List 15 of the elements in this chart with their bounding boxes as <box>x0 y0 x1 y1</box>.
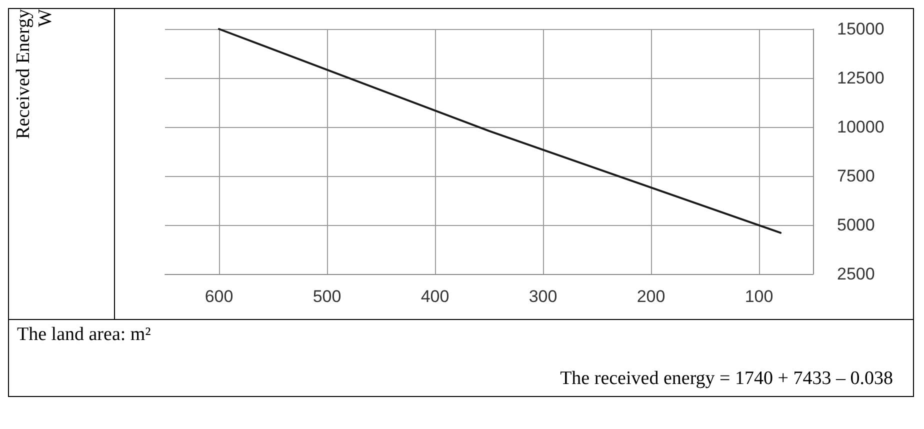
x-tick-label: 300 <box>528 287 558 306</box>
x-tick-label: 600 <box>204 287 234 306</box>
y-tick-label: 7500 <box>837 166 875 186</box>
y-tick-label: 15000 <box>837 20 884 38</box>
y-tick-label: 12500 <box>837 68 884 88</box>
x-tick-label: 500 <box>312 287 342 306</box>
x-tick-label: 400 <box>420 287 450 306</box>
text: Received Energy W <box>13 9 57 141</box>
text: The received energy = 1740 + 7433 – 0.038 <box>560 368 893 390</box>
y-tick-label: 2500 <box>837 264 875 284</box>
y-tick-label: 10000 <box>837 118 884 136</box>
x-tick-label: 100 <box>744 287 774 306</box>
x-axis-title: The land area: m² <box>17 324 152 346</box>
y-tick-label: 5000 <box>837 216 875 234</box>
x-tick-label: 200 <box>636 287 666 306</box>
